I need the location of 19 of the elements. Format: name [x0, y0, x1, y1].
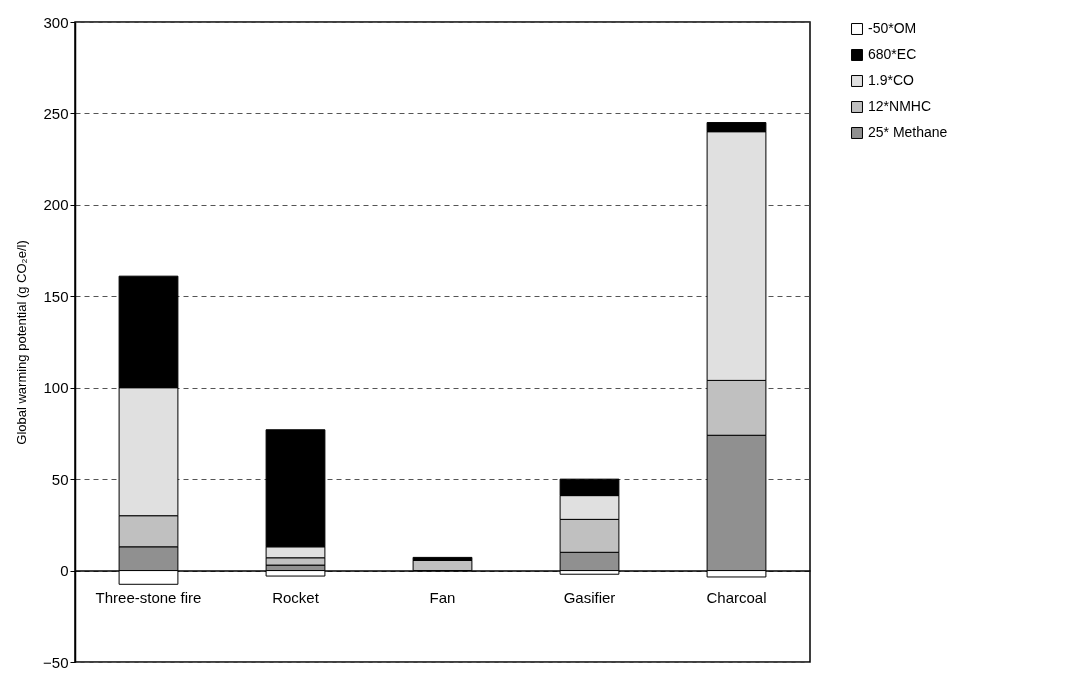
- legend-label: -50*OM: [868, 20, 917, 36]
- x-tick-label: Gasifier: [563, 589, 616, 607]
- x-tick-label: Charcoal: [706, 589, 767, 607]
- y-axis-title: Global warming potential (g CO₂e/l): [14, 240, 30, 445]
- y-tick-label: 300: [43, 13, 69, 31]
- y-tick-label: 100: [43, 379, 69, 397]
- y-tick-label: 250: [43, 104, 69, 122]
- legend-label: 12*NMHC: [868, 98, 932, 114]
- y-tick-label: 50: [51, 470, 69, 488]
- y-tick-label: 150: [43, 287, 69, 305]
- x-tick-label: Rocket: [272, 589, 320, 607]
- legend-label: 1.9*CO: [868, 72, 915, 88]
- x-tick-label: Three-stone fire: [95, 589, 202, 607]
- x-tick-label: Fan: [429, 589, 456, 607]
- y-tick-label: 200: [43, 196, 69, 214]
- y-tick-label: 0: [60, 562, 69, 580]
- legend-label: 25* Methane: [868, 124, 948, 140]
- y-tick-label: −50: [43, 653, 69, 671]
- legend-label: 680*EC: [868, 46, 917, 62]
